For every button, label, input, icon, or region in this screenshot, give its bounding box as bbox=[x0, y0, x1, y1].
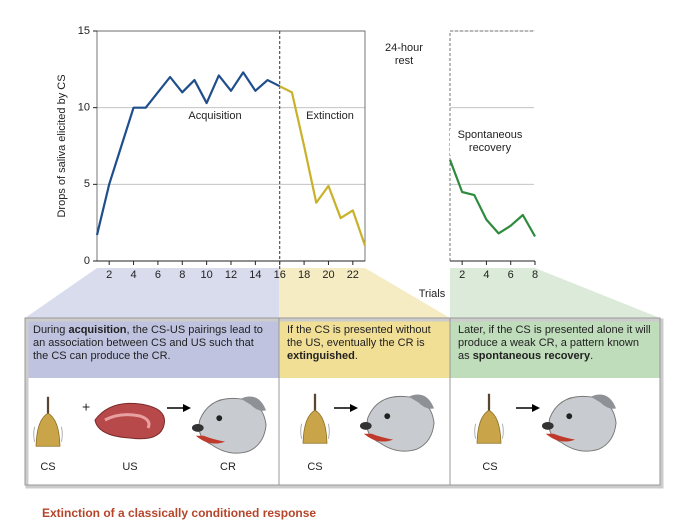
x-tick-label: 8 bbox=[532, 269, 538, 281]
bold-term: acquisition bbox=[68, 324, 127, 336]
x-tick-label: 2 bbox=[459, 269, 465, 281]
text-segment: During bbox=[33, 324, 69, 336]
data-line bbox=[279, 85, 367, 247]
x-tick-label: 4 bbox=[130, 269, 136, 281]
icon-label: CS bbox=[40, 461, 56, 473]
x-axis-label: Trials bbox=[419, 288, 446, 300]
series-label: Acquisition bbox=[175, 110, 255, 123]
data-line bbox=[448, 159, 536, 238]
x-tick-label: 8 bbox=[179, 269, 185, 281]
text-segment: , the CS-US pairings lead to an associat… bbox=[33, 324, 263, 362]
text-segment: . bbox=[354, 350, 358, 362]
series-label: Spontaneous recovery bbox=[450, 129, 530, 155]
x-tick-label: 18 bbox=[298, 269, 310, 281]
data-line bbox=[95, 71, 281, 236]
bold-term: extinguished bbox=[287, 350, 355, 362]
x-tick-label: 20 bbox=[322, 269, 334, 281]
panel-text: During acquisition, the CS-US pairings l… bbox=[25, 318, 279, 378]
icon-label: US bbox=[122, 461, 138, 473]
x-tick-label: 4 bbox=[483, 269, 489, 281]
text-segment: If the CS is presented without the US, e… bbox=[287, 324, 431, 349]
x-tick-label: 16 bbox=[274, 269, 286, 281]
annotation: 24-hour rest bbox=[378, 42, 430, 68]
panel-text: If the CS is presented without the US, e… bbox=[279, 318, 450, 378]
svg-text:+: + bbox=[82, 399, 90, 415]
y-tick-label: 0 bbox=[84, 255, 90, 267]
text-segment: . bbox=[590, 350, 594, 362]
bold-term: spontaneous recovery bbox=[472, 350, 591, 362]
x-tick-label: 2 bbox=[106, 269, 112, 281]
y-tick-label: 5 bbox=[84, 178, 90, 190]
icon-label: CS bbox=[482, 461, 498, 473]
y-axis-label: Drops of saliva elicited by CS bbox=[56, 74, 68, 217]
series-label: Extinction bbox=[300, 110, 360, 123]
x-tick-label: 22 bbox=[347, 269, 359, 281]
y-tick-label: 10 bbox=[78, 102, 90, 114]
x-tick-label: 12 bbox=[225, 269, 237, 281]
x-tick-label: 6 bbox=[508, 269, 514, 281]
x-tick-label: 14 bbox=[249, 269, 261, 281]
panel-text: Later, if the CS is presented alone it w… bbox=[450, 318, 660, 378]
caption: Extinction of a classically conditioned … bbox=[42, 506, 317, 520]
y-tick-label: 15 bbox=[78, 25, 90, 37]
icon-label: CR bbox=[220, 461, 236, 473]
text-segment: Later, if the CS is presented alone it w… bbox=[458, 324, 651, 362]
plot-frame bbox=[96, 30, 366, 262]
x-tick-label: 6 bbox=[155, 269, 161, 281]
x-tick-label: 10 bbox=[201, 269, 213, 281]
icon-label: CS bbox=[307, 461, 323, 473]
